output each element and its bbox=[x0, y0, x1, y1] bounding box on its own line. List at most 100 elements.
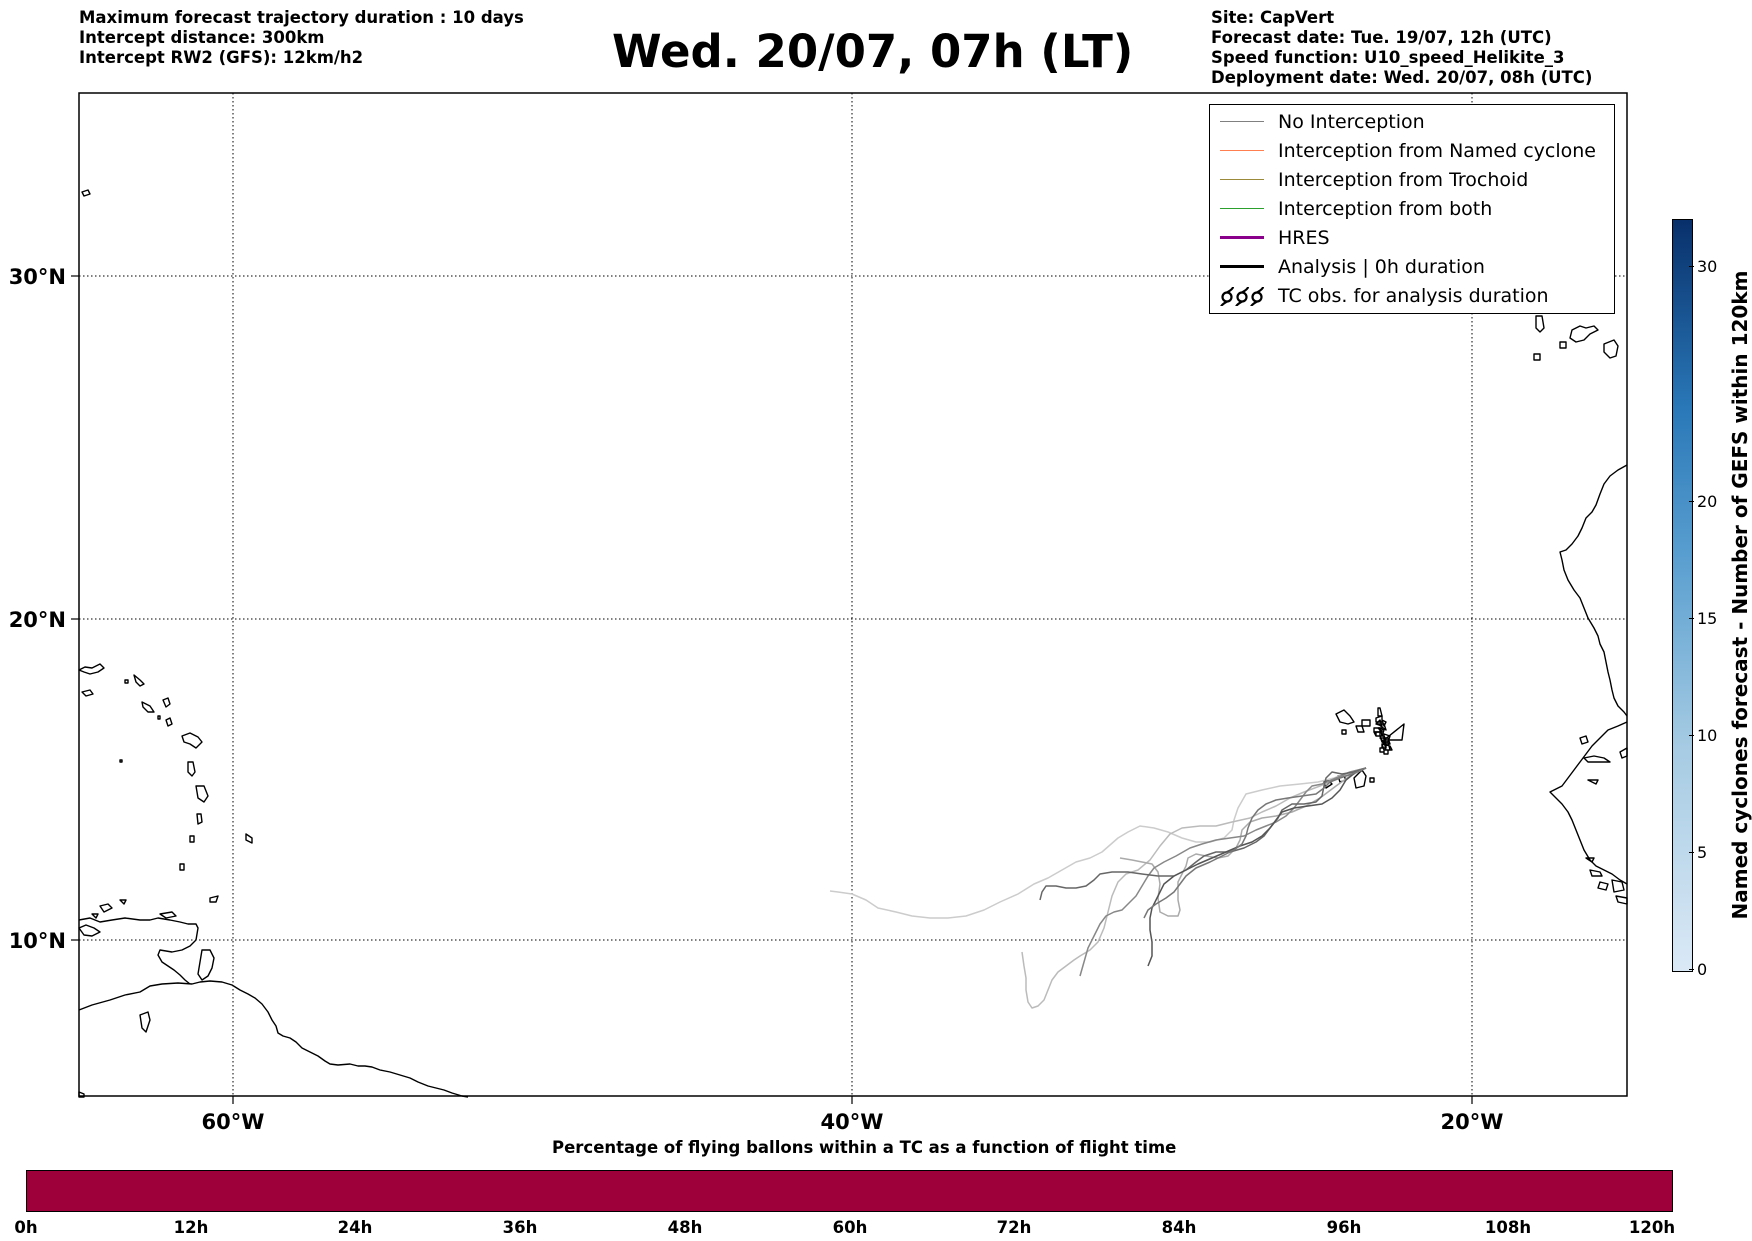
coastline-antilles-3 bbox=[133, 674, 145, 687]
coastline-africa bbox=[1549, 464, 1628, 885]
legend-item-both: Interception from both bbox=[1210, 194, 1614, 223]
flight-time-tick: 12h bbox=[173, 1218, 209, 1237]
coastline-south-america bbox=[78, 980, 469, 1098]
coastline-antilles-4 bbox=[141, 701, 155, 713]
colorbar-label: Named cyclones forecast - Number of GEFS… bbox=[1728, 270, 1752, 920]
deployment-date-line: Deployment date: Wed. 20/07, 08h (UTC) bbox=[1211, 68, 1593, 87]
legend-line-swatch bbox=[1220, 179, 1264, 180]
colorbar-gradient bbox=[1673, 220, 1692, 971]
page-title: Wed. 20/07, 07h (LT) bbox=[612, 25, 1134, 78]
coastline-dominica bbox=[187, 761, 196, 777]
colorbar-tick-mark bbox=[1689, 735, 1694, 736]
colorbar-tick-mark bbox=[1689, 969, 1694, 970]
trajectory-dark-4 bbox=[1143, 767, 1367, 919]
param-line: Maximum forecast trajectory duration : 1… bbox=[79, 8, 524, 27]
flight-time-tick: 108h bbox=[1484, 1218, 1532, 1237]
coastline-gambia bbox=[1583, 755, 1611, 785]
site-line: Site: CapVert bbox=[1211, 8, 1335, 27]
flight-time-bar bbox=[26, 1170, 1673, 1212]
coastline-antilles-5 bbox=[162, 697, 171, 708]
forecast-date-line: Forecast date: Tue. 19/07, 12h (UTC) bbox=[1211, 28, 1552, 47]
forecast-parameters: Maximum forecast trajectory duration : 1… bbox=[79, 8, 524, 68]
legend-line-swatch bbox=[1220, 150, 1264, 151]
colorbar-tick-30: 30 bbox=[1697, 257, 1718, 276]
trajectory-dark-2 bbox=[1039, 767, 1367, 901]
coastline-st-lucia bbox=[196, 813, 203, 825]
legend-line-swatch bbox=[1220, 121, 1264, 122]
legend-label: Analysis | 0h duration bbox=[1278, 255, 1485, 278]
legend-item-tc-obs: TC obs. for analysis duration bbox=[1210, 281, 1614, 310]
coastline-canary-islands bbox=[1533, 315, 1619, 361]
trajectory-dark-3 bbox=[1147, 767, 1367, 967]
coastline-antilles-2 bbox=[81, 689, 94, 697]
legend-label: HRES bbox=[1278, 226, 1330, 249]
cyclone-symbols-icon bbox=[1220, 286, 1265, 306]
param-line: Intercept RW2 (GFS): 12km/h2 bbox=[79, 48, 364, 67]
flight-time-tick: 60h bbox=[832, 1218, 868, 1237]
legend-line-swatch bbox=[1220, 208, 1264, 209]
coastline-margarita bbox=[159, 911, 177, 919]
flight-time-tick: 72h bbox=[996, 1218, 1032, 1237]
flight-time-tick: 96h bbox=[1326, 1218, 1362, 1237]
coastline-antilles-6 bbox=[165, 717, 173, 727]
gridlines bbox=[79, 93, 1627, 1096]
coastline-venezuela-coast bbox=[78, 917, 199, 985]
legend-line-swatch bbox=[1220, 265, 1264, 268]
coastline-antilles-1 bbox=[78, 663, 105, 675]
lat-label-30n: 30°N bbox=[9, 265, 66, 289]
colorbar-tick-mark bbox=[1689, 618, 1694, 619]
lat-label-10n: 10°N bbox=[9, 929, 66, 953]
coastline-gulf-of-paria bbox=[78, 924, 101, 937]
colorbar-tick-15: 15 bbox=[1697, 609, 1718, 628]
legend-item-analysis: Analysis | 0h duration bbox=[1210, 252, 1614, 281]
legend-label: Interception from both bbox=[1278, 197, 1493, 220]
coastline-guinea-islands bbox=[1585, 857, 1628, 905]
coastline-islands-small bbox=[119, 679, 161, 1033]
trajectories bbox=[829, 767, 1367, 1009]
coastline-trinidad bbox=[197, 949, 215, 981]
trajectory-light-2 bbox=[1021, 767, 1367, 1009]
speed-function-line: Speed function: U10_speed_Helikite_3 bbox=[1211, 48, 1565, 67]
colorbar-tick-5: 5 bbox=[1697, 843, 1708, 862]
legend-item-no-interception: No Interception bbox=[1210, 107, 1614, 136]
coastline-grenada bbox=[179, 863, 185, 871]
legend-label: TC obs. for analysis duration bbox=[1278, 284, 1549, 307]
map-axis-ticks bbox=[71, 275, 1473, 1104]
coastline-st-vincent bbox=[189, 835, 195, 843]
lon-label-40w: 40°W bbox=[821, 1110, 884, 1134]
lat-label-20n: 20°N bbox=[9, 608, 66, 632]
colorbar-tick-mark bbox=[1689, 852, 1694, 853]
lon-label-60w: 60°W bbox=[202, 1110, 265, 1134]
coastline-tobago bbox=[209, 895, 219, 903]
coastline-dakar bbox=[1579, 735, 1628, 759]
colorbar-tick-10: 10 bbox=[1697, 726, 1718, 745]
flight-time-tick: 36h bbox=[502, 1218, 538, 1237]
flight-time-tick: 24h bbox=[337, 1218, 373, 1237]
legend-item-hres: HRES bbox=[1210, 223, 1614, 252]
colorbar-tick-0: 0 bbox=[1697, 960, 1708, 979]
colorbar-tick-20: 20 bbox=[1697, 492, 1718, 511]
legend-item-named-cyclone: Interception from Named cyclone bbox=[1210, 136, 1614, 165]
legend-line-swatch bbox=[1220, 236, 1264, 239]
coastline-guadeloupe bbox=[181, 732, 203, 749]
map-frame bbox=[78, 92, 1628, 1097]
flight-time-tick: 48h bbox=[667, 1218, 703, 1237]
colorbar-tick-mark bbox=[1689, 501, 1694, 502]
flight-time-tick: 120h bbox=[1628, 1218, 1676, 1237]
coastline-bermuda-region bbox=[81, 189, 91, 197]
legend-label: No Interception bbox=[1278, 110, 1425, 133]
trajectory-dark-1 bbox=[1079, 767, 1367, 977]
map-legend: No Interception Interception from Named … bbox=[1209, 104, 1615, 314]
cyclone-colorbar bbox=[1672, 219, 1693, 972]
coastlines bbox=[78, 189, 1628, 1098]
coastline-barbados bbox=[245, 833, 253, 844]
coastline-abc-islands bbox=[91, 899, 127, 919]
legend-label: Interception from Trochoid bbox=[1278, 168, 1529, 191]
site-info: Site: CapVert Forecast date: Tue. 19/07,… bbox=[1211, 8, 1592, 88]
flight-time-bar-title: Percentage of flying ballons within a TC… bbox=[552, 1138, 1177, 1157]
flight-time-tick: 84h bbox=[1161, 1218, 1197, 1237]
legend-label: Interception from Named cyclone bbox=[1278, 139, 1596, 162]
lon-label-20w: 20°W bbox=[1441, 1110, 1504, 1134]
trajectory-light-1 bbox=[829, 767, 1367, 919]
